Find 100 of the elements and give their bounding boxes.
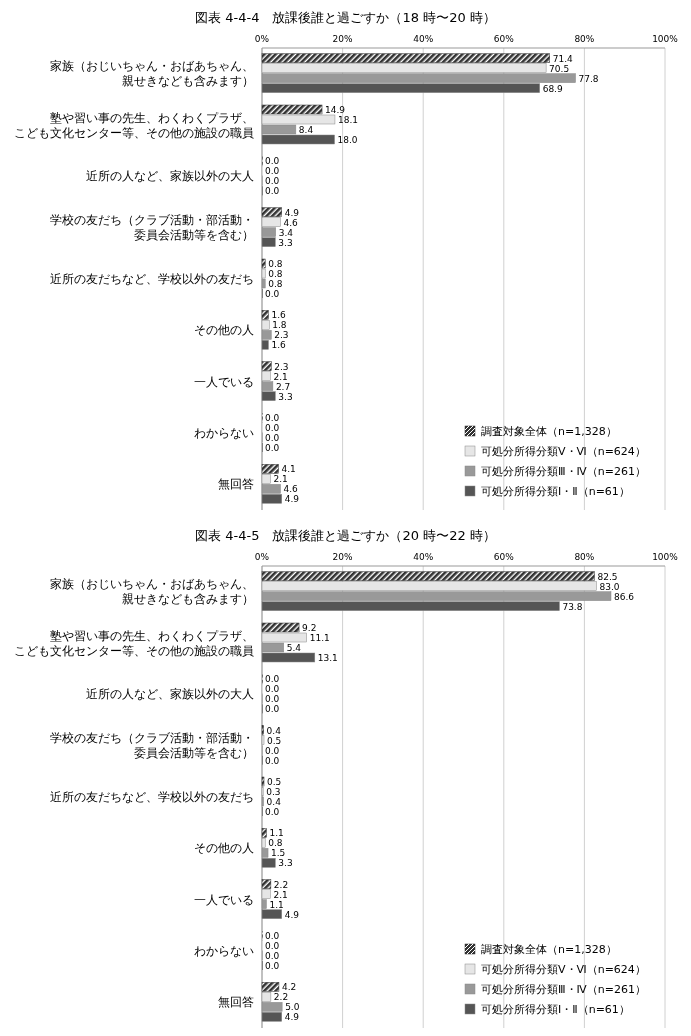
data-label: 0.8 — [268, 259, 283, 269]
data-label: 3.3 — [278, 391, 293, 402]
data-label: 1.1 — [269, 899, 284, 910]
bar — [261, 982, 280, 992]
bar — [261, 879, 272, 889]
x-tick-label: 80% — [574, 34, 595, 44]
data-label: 13.1 — [317, 653, 338, 663]
data-label: 18.1 — [337, 115, 358, 125]
data-label: 0.0 — [265, 156, 280, 167]
data-label: 0.8 — [268, 269, 283, 279]
legend-label: 可処分所得分類Ⅲ・Ⅳ（n=261） — [481, 983, 646, 996]
data-label: 0.0 — [265, 745, 280, 756]
data-label: 73.8 — [562, 601, 583, 612]
data-label: 0.4 — [266, 797, 282, 807]
data-label: 4.9 — [284, 494, 300, 505]
y-tick-label: その他の人 — [194, 841, 254, 856]
data-label: 0.5 — [267, 735, 282, 746]
data-label: 9.2 — [302, 623, 317, 633]
data-label: 2.2 — [273, 992, 289, 1003]
bar — [261, 104, 323, 115]
data-label: 0.0 — [265, 433, 280, 443]
data-label: 4.9 — [284, 909, 300, 920]
legend-label: 可処分所得分類Ⅴ・Ⅵ（n=624） — [481, 963, 646, 976]
y-tick-label: 無回答 — [218, 995, 254, 1010]
bar — [261, 361, 272, 371]
data-label: 0.4 — [266, 725, 282, 736]
x-tick-label: 20% — [332, 34, 354, 44]
bar — [261, 464, 279, 474]
data-label: 68.9 — [542, 83, 563, 94]
y-tick-label: 近所の友だちなど、学校以外の友だち — [50, 272, 254, 286]
x-tick-label: 100% — [652, 552, 679, 562]
data-label: 2.1 — [273, 889, 288, 900]
data-label: 0.3 — [266, 787, 281, 797]
data-label: 0.5 — [267, 777, 282, 787]
data-label: 4.1 — [281, 464, 296, 475]
data-label: 4.6 — [283, 484, 299, 495]
data-label: 0.0 — [265, 684, 280, 695]
x-tick-label: 60% — [493, 552, 515, 562]
data-label: 0.0 — [265, 941, 280, 951]
data-label: 18.0 — [337, 135, 358, 145]
data-label: 0.0 — [265, 443, 280, 453]
data-label: 3.3 — [278, 237, 293, 248]
y-tick-label: 家族（おじいちゃん・おばあちゃん、親せきなども含みます） — [50, 59, 254, 89]
data-label: 0.0 — [265, 289, 280, 299]
y-tick-label: 一人でいる — [194, 892, 254, 907]
data-label: 4.9 — [284, 1012, 300, 1023]
data-label: 8.4 — [298, 125, 314, 135]
data-label: 0.0 — [265, 961, 280, 971]
data-label: 0.0 — [265, 166, 280, 177]
data-label: 1.6 — [271, 310, 287, 321]
text: 調査対象全体（n=1,328） — [481, 425, 617, 438]
data-label: 0.0 — [265, 186, 280, 197]
x-tick-label: 0% — [254, 34, 270, 44]
data-label: 0.0 — [265, 755, 280, 766]
data-label: 0.0 — [265, 807, 280, 817]
y-tick-label: 学校の友だち（クラブ活動・部活動・委員会活動等を含む） — [50, 213, 254, 243]
y-tick-label: 近所の友だちなど、学校以外の友だち — [50, 790, 254, 804]
bar — [261, 571, 595, 581]
text: 調査対象全体（n=1,328） — [481, 943, 617, 956]
data-label: 70.5 — [549, 63, 570, 74]
bar — [261, 622, 300, 633]
data-label: 1.1 — [269, 828, 284, 839]
y-tick-label: 一人でいる — [194, 374, 254, 389]
legend-label: 可処分所得分類Ⅴ・Ⅵ（n=624） — [481, 445, 646, 458]
data-label: 83.0 — [599, 581, 620, 592]
data-label: 1.5 — [271, 848, 286, 859]
data-label: 0.0 — [265, 931, 280, 941]
y-tick-label: 塾や習い事の先生、わくわくプラザ、こども文化センター等、その他の施設の職員 — [14, 628, 254, 658]
y-tick-label: その他の人 — [194, 323, 254, 338]
data-label: 11.1 — [309, 633, 330, 643]
data-label: 2.7 — [275, 381, 291, 392]
data-label: 0.8 — [268, 838, 283, 849]
x-tick-label: 100% — [652, 34, 679, 44]
data-label: 2.1 — [273, 474, 288, 485]
data-label: 0.0 — [265, 176, 280, 187]
legend-label: 可処分所得分類Ⅲ・Ⅳ（n=261） — [481, 465, 646, 478]
legend-label: 可処分所得分類Ⅰ・Ⅱ（n=61） — [481, 1003, 630, 1016]
data-label: 82.5 — [597, 571, 618, 582]
x-tick-label: 40% — [413, 552, 434, 562]
y-tick-label: わからない — [194, 944, 254, 958]
data-label: 5.4 — [286, 643, 302, 653]
bar — [261, 735, 265, 745]
y-tick-label: 塾や習い事の先生、わくわくプラザ、こども文化センター等、その他の施設の職員 — [14, 110, 254, 140]
data-label: 14.9 — [325, 105, 346, 115]
data-label: 4.2 — [281, 982, 297, 993]
bar — [261, 828, 267, 838]
x-tick-label: 80% — [574, 552, 595, 562]
data-label: 0.8 — [268, 279, 283, 289]
data-label: 4.6 — [283, 217, 299, 228]
bar — [261, 776, 265, 787]
data-label: 0.0 — [265, 674, 280, 685]
data-label: 1.8 — [272, 320, 287, 331]
legend-label: 可処分所得分類Ⅰ・Ⅱ（n=61） — [481, 485, 630, 498]
data-label: 4.9 — [284, 207, 300, 218]
x-tick-label: 0% — [254, 552, 270, 562]
data-label: 0.0 — [265, 951, 280, 961]
data-label: 0.0 — [265, 413, 280, 423]
bar — [261, 258, 266, 269]
x-tick-label: 40% — [413, 34, 434, 44]
bar — [261, 207, 282, 217]
